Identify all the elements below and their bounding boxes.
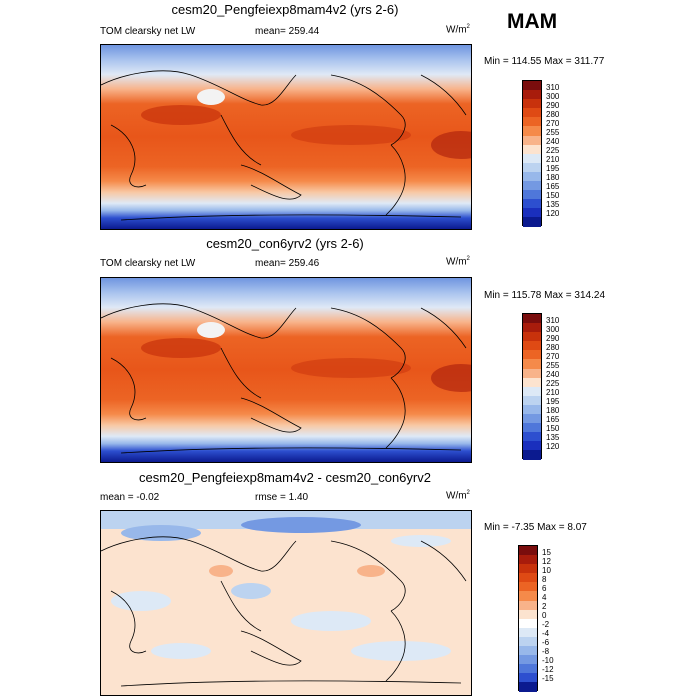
- map-field-svg: [101, 45, 471, 229]
- legend-label: 255: [546, 128, 560, 137]
- legend-label: 255: [546, 361, 560, 370]
- legend-label: 10: [542, 566, 551, 575]
- legend-label: 0: [542, 611, 547, 620]
- panel-title: cesm20_Pengfeiexp8mam4v2 - cesm20_con6yr…: [139, 470, 431, 485]
- legend-label: 240: [546, 137, 560, 146]
- legend-label: 300: [546, 92, 560, 101]
- color-legend-bar: [522, 313, 542, 460]
- season-label: MAM: [507, 10, 558, 33]
- legend-label: 310: [546, 316, 560, 325]
- legend-label: 8: [542, 575, 547, 584]
- legend-label: 150: [546, 191, 560, 200]
- panel-units-label: W/m2: [446, 256, 470, 268]
- legend-label: 180: [546, 173, 560, 182]
- legend-label: 270: [546, 352, 560, 361]
- legend-label: -2: [542, 620, 550, 629]
- legend-label: 310: [546, 83, 560, 92]
- panel-units-label: W/m2: [446, 24, 470, 36]
- map-field-svg: [101, 278, 471, 462]
- legend-label: 12: [542, 557, 551, 566]
- color-legend: [522, 80, 542, 227]
- legend-label: 225: [546, 146, 560, 155]
- map-field-svg: [101, 511, 471, 695]
- color-legend-bar: [522, 80, 542, 227]
- legend-label: 4: [542, 593, 547, 602]
- map-plot: [100, 510, 472, 696]
- color-legend: [522, 313, 542, 460]
- map-plot: [100, 44, 472, 230]
- legend-label: 120: [546, 442, 560, 451]
- legend-label: 290: [546, 101, 560, 110]
- legend-label: 270: [546, 119, 560, 128]
- legend-label: 280: [546, 343, 560, 352]
- legend-label: 280: [546, 110, 560, 119]
- legend-label: 210: [546, 155, 560, 164]
- legend-label: -6: [542, 638, 550, 647]
- legend-label: 195: [546, 397, 560, 406]
- legend-label: 290: [546, 334, 560, 343]
- legend-label: 120: [546, 209, 560, 218]
- min-max-label: Min = 114.55 Max = 311.77: [484, 56, 605, 67]
- legend-label: -10: [542, 656, 554, 665]
- panel-mean-label: mean= 259.46: [255, 258, 320, 269]
- legend-label: 150: [546, 424, 560, 433]
- min-max-label: Min = 115.78 Max = 314.24: [484, 290, 606, 301]
- legend-label: 210: [546, 388, 560, 397]
- legend-label: -12: [542, 665, 554, 674]
- panel-mean-label: mean = -0.02: [100, 492, 160, 503]
- legend-label: 15: [542, 548, 551, 557]
- legend-label: 135: [546, 200, 560, 209]
- legend-label: 300: [546, 325, 560, 334]
- legend-label: 225: [546, 379, 560, 388]
- legend-label: 165: [546, 415, 560, 424]
- color-legend-bar: [518, 545, 538, 692]
- legend-label: -4: [542, 629, 550, 638]
- panel-variable-label: TOM clearsky net LW: [100, 258, 196, 269]
- map-plot: [100, 277, 472, 463]
- panel-title: cesm20_con6yrv2 (yrs 2-6): [206, 236, 364, 251]
- legend-label: 165: [546, 182, 560, 191]
- legend-label: -15: [542, 674, 554, 683]
- legend-label: 6: [542, 584, 547, 593]
- panel-title: cesm20_Pengfeiexp8mam4v2 (yrs 2-6): [171, 2, 399, 17]
- legend-label: 2: [542, 602, 547, 611]
- panel-units-label: W/m2: [446, 490, 470, 502]
- legend-label: -8: [542, 647, 550, 656]
- panel-variable-label: TOM clearsky net LW: [100, 26, 196, 37]
- legend-label: 240: [546, 370, 560, 379]
- panel-rmse-label: rmse = 1.40: [255, 492, 309, 503]
- legend-label: 135: [546, 433, 560, 442]
- min-max-label: Min = -7.35 Max = 8.07: [484, 522, 587, 533]
- legend-label: 180: [546, 406, 560, 415]
- color-legend: [518, 545, 538, 692]
- legend-label: 195: [546, 164, 560, 173]
- panel-mean-label: mean= 259.44: [255, 26, 320, 37]
